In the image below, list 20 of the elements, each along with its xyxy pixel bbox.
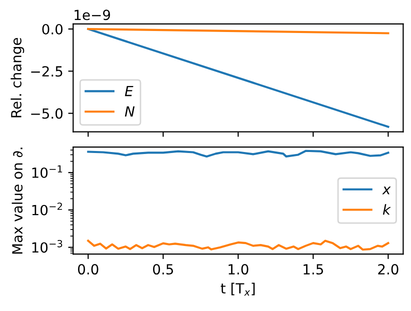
x-axis-title: t [T$_{x}$] [220, 282, 255, 296]
line-series [87, 240, 390, 251]
x-tick-label: 0.5 [153, 264, 173, 275]
y-axis-title: Rel. change [10, 38, 24, 118]
x-tick-label: 1.0 [228, 264, 248, 275]
x-tick-label: 2.0 [378, 264, 398, 275]
y-tick-label: 10$^{−1}$ [32, 165, 62, 178]
legend-label: E [124, 86, 134, 96]
y-tick-label: −5.0 [31, 108, 63, 119]
legend-label: x [382, 186, 391, 194]
y-tick-label: 10$^{−2}$ [32, 202, 62, 216]
x-tick-label: 0.0 [78, 264, 98, 275]
legend-label: k [382, 204, 391, 215]
x-tick-label: 1.5 [304, 264, 324, 275]
y-tick-label: 0.0 [42, 24, 63, 34]
legend-label: N [124, 106, 135, 116]
y-tick-label: 10$^{−3}$ [32, 240, 62, 253]
text: 1e−9 [74, 10, 110, 20]
y-axis-title: Max value on ∂. [12, 148, 23, 254]
y-tick-label: −2.5 [31, 66, 62, 77]
